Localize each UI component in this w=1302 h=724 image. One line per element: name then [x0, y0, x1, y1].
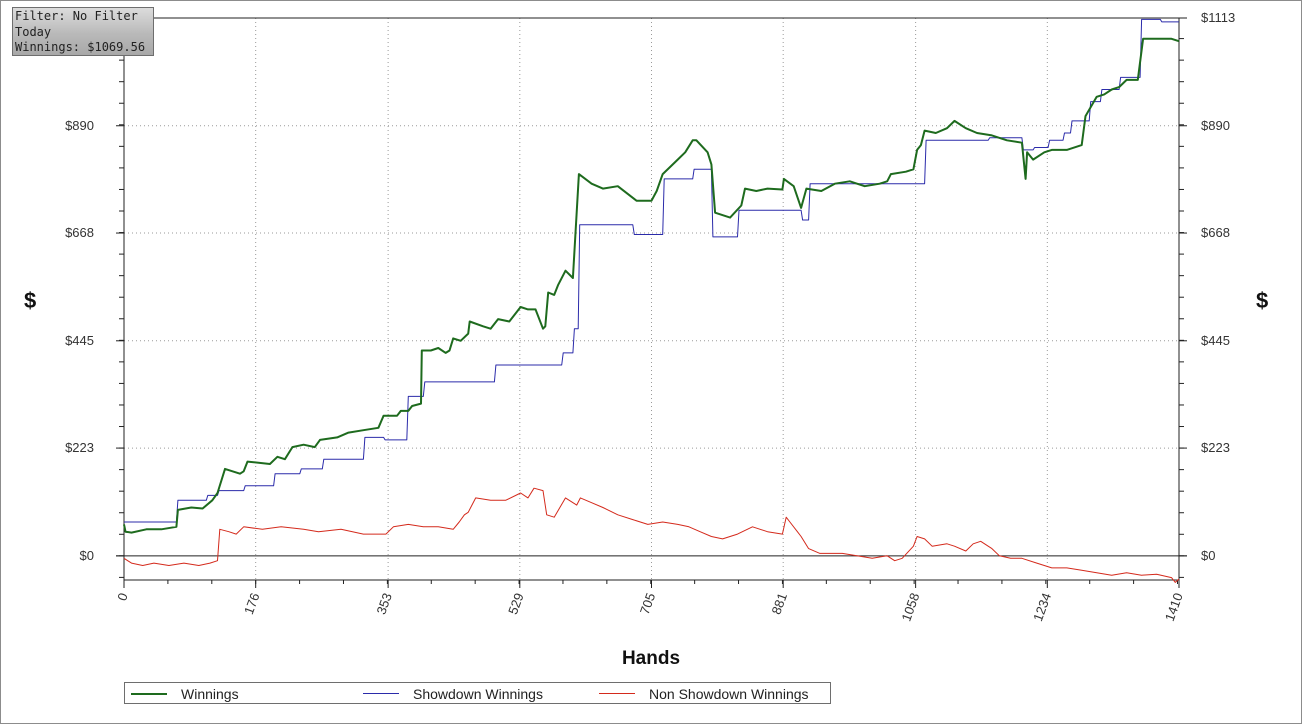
legend-item-showdown[interactable]: Showdown Winnings — [363, 685, 543, 702]
y-tick-label-left: $0 — [80, 548, 94, 563]
y-tick-label-right: $890 — [1201, 118, 1230, 133]
legend-swatch-non-showdown — [599, 693, 635, 694]
period-text: Today — [15, 24, 52, 39]
legend-swatch-showdown — [363, 693, 399, 694]
legend-label-winnings: Winnings — [181, 685, 239, 702]
y-tick-label-right: $445 — [1201, 333, 1230, 348]
x-tick-label: 176 — [241, 591, 263, 617]
grid — [124, 17, 1179, 580]
x-tick-label: 1234 — [1030, 591, 1054, 623]
series-non-showdown-winnings — [123, 487, 1180, 583]
y-tick-label-right: $1113 — [1201, 10, 1235, 25]
y-axis-label-left: $ — [24, 288, 37, 313]
y-tick-label-left: $445 — [65, 333, 94, 348]
y-tick-label-left: $668 — [65, 225, 94, 240]
axes — [116, 17, 1187, 588]
x-tick-label: 0 — [114, 591, 131, 603]
filter-text: Filter: No Filter — [15, 9, 138, 23]
x-tick-label: 1058 — [898, 591, 922, 623]
y-axis-label-right: $ — [1256, 288, 1269, 313]
series-showdown-winnings — [124, 18, 1179, 523]
legend-item-non-showdown[interactable]: Non Showdown Winnings — [599, 685, 809, 702]
y-tick-label-right: $223 — [1201, 440, 1230, 455]
x-tick-label: 881 — [768, 591, 790, 617]
x-axis-label: Hands — [621, 648, 681, 669]
x-tick-label: 705 — [637, 591, 659, 617]
x-tick-label: 353 — [373, 591, 395, 617]
legend-item-winnings[interactable]: Winnings — [131, 685, 239, 702]
legend-label-non-showdown: Non Showdown Winnings — [649, 685, 809, 702]
y-tick-label-right: $668 — [1201, 225, 1230, 240]
x-tick-label: 529 — [505, 591, 527, 617]
filter-info-box: Filter: No Filter Today Winnings: $1069.… — [12, 7, 154, 56]
y-tick-label-left: $890 — [65, 118, 94, 133]
winnings-text: Winnings: $1069.56 — [15, 40, 146, 54]
legend-swatch-winnings — [131, 692, 167, 695]
tick-labels: $0 $0 $223 $223 $445 $445 $668 $668 $890 $890 $111… — [65, 10, 1235, 623]
legend-label-showdown: Showdown Winnings — [413, 685, 543, 702]
x-tick-label: 1410 — [1162, 591, 1186, 623]
y-tick-label-right: $0 — [1201, 548, 1215, 563]
legend: Winnings Showdown Winnings Non Showdown … — [124, 682, 831, 704]
series-layer — [123, 18, 1180, 583]
y-tick-label-left: $223 — [65, 440, 94, 455]
series-winnings — [123, 37, 1180, 534]
